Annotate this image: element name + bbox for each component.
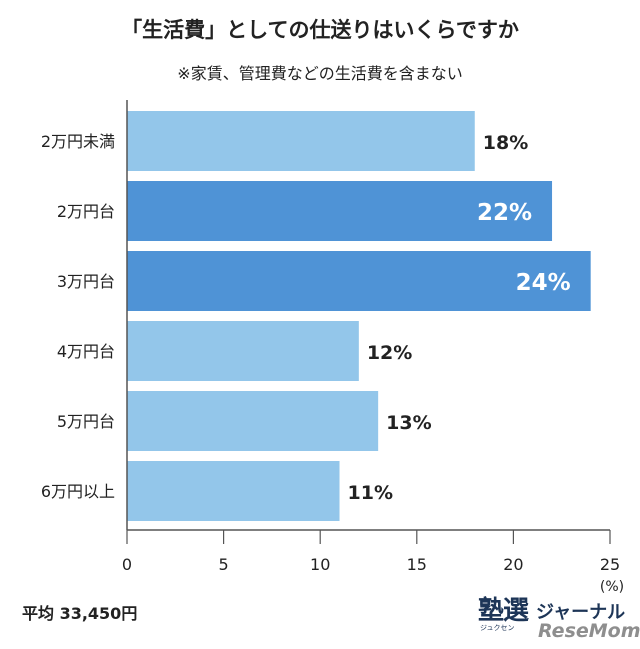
bar [127,391,379,451]
data-label: 11% [348,482,393,504]
x-tick-label: 10 [310,555,330,574]
average-amount: 平均 33,450円 [22,604,138,623]
bar [127,251,591,311]
logo-kanji-text: 塾選 [478,596,529,626]
chart-subtitle: ※家賃、管理費などの生活費を含まない [177,64,463,83]
bar [127,111,475,171]
bar [127,461,340,521]
x-tick-label: 15 [407,555,427,574]
x-tick-label: 0 [122,555,132,574]
category-label: 3万円台 [57,272,115,291]
x-tick-label: 5 [219,555,229,574]
logo-ruby-text: ジュクセン [480,624,515,632]
x-tick-label: 20 [503,555,523,574]
category-label: 5万円台 [57,412,115,431]
data-label: 18% [483,132,528,154]
category-label: 6万円以上 [41,482,115,501]
bar [127,181,553,241]
bar [127,321,359,381]
logo-kana-text: ジャーナル [536,602,626,623]
x-axis-unit-label: (%) [600,579,624,595]
resemom-logo: ReseMom [538,620,640,642]
data-label: 13% [386,412,431,434]
category-label: 2万円未満 [41,132,115,151]
chart-title: 「生活費」としての仕送りはいくらですか [121,18,519,42]
category-label: 4万円台 [57,342,115,361]
data-label: 12% [367,342,412,364]
x-tick-label: 25 [600,555,620,574]
juku-sen-journal-logo: 塾選 ジャーナル ジュクセン ReseMom [478,590,640,649]
data-label: 24% [516,270,571,296]
category-label: 2万円台 [57,202,115,221]
data-label: 22% [477,200,532,226]
